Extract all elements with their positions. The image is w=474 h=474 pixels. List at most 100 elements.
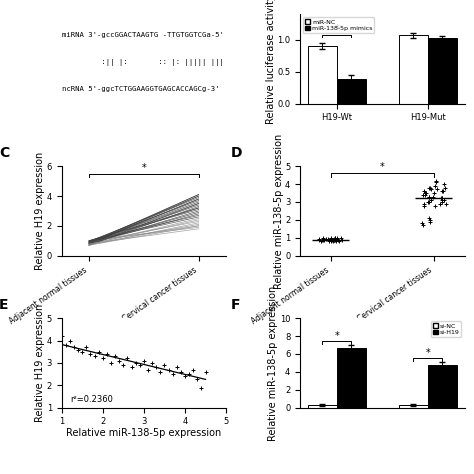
Point [324,235,332,242]
Point [438,198,446,206]
Point [424,198,431,206]
Text: r²=0.2360: r²=0.2360 [70,395,113,404]
Point [430,189,438,197]
Point [115,357,123,365]
Text: *: * [334,24,339,34]
Bar [337,79,366,104]
Text: *: * [141,163,146,173]
Point [422,189,430,197]
Point [136,361,144,369]
Point [140,357,147,365]
Point [438,195,446,202]
Text: *: * [426,347,430,357]
Point [440,196,447,204]
Point [425,193,432,201]
Point [432,177,440,184]
Legend: si-NC, si-H19: si-NC, si-H19 [431,321,461,337]
Point [74,346,82,353]
Point [181,373,189,380]
Point [95,348,102,356]
Text: :|| |:       :: |: ||||| |||: :|| |: :: |: ||||| ||| [62,59,224,66]
Point [333,234,341,242]
Point [427,186,435,193]
Point [419,219,426,227]
Point [426,184,434,191]
Point [420,200,428,208]
Point [419,221,427,229]
Point [330,236,337,243]
Point [156,368,164,376]
Y-axis label: Relative miR-138-5p expression: Relative miR-138-5p expression [268,285,278,440]
Point [78,348,86,356]
Text: miRNA 3'-gccGGACTAAGTG -TTGTGGTCGa-5': miRNA 3'-gccGGACTAAGTG -TTGTGGTCGa-5' [62,32,224,38]
Point [152,364,160,371]
Point [427,196,435,204]
Point [132,359,139,367]
Point [144,366,152,374]
Point [319,234,327,242]
Point [431,182,438,190]
X-axis label: Relative miR-138-5p expression: Relative miR-138-5p expression [66,428,221,438]
Point [337,234,345,242]
Point [433,186,441,193]
Y-axis label: Relative H19 expression: Relative H19 expression [35,304,45,422]
Point [420,202,428,210]
Point [315,237,323,244]
Point [442,200,449,208]
Point [119,361,127,369]
Point [103,350,110,358]
Point [330,237,337,244]
Text: D: D [231,146,243,160]
Point [177,368,185,376]
Point [148,359,156,367]
Point [193,375,201,383]
Point [441,184,448,191]
Point [124,355,131,362]
Point [425,214,433,222]
Point [128,364,135,371]
Point [318,237,326,244]
Point [330,235,338,242]
Point [432,179,440,186]
Point [426,184,433,191]
Point [107,359,115,367]
Point [198,384,205,392]
Point [426,198,433,206]
Point [431,202,438,210]
Y-axis label: Relative miR-138-5p expression: Relative miR-138-5p expression [273,133,283,289]
Point [438,195,445,202]
Point [439,196,447,204]
Point [335,237,342,245]
Text: C: C [0,146,9,160]
Point [438,195,446,202]
Point [329,237,337,245]
Point [440,180,447,188]
Bar [399,405,428,408]
Point [165,366,173,374]
Point [111,353,119,360]
Point [319,237,327,244]
Text: *: * [334,330,339,341]
Point [334,236,341,243]
Point [427,216,434,224]
Y-axis label: Relative H19 expression: Relative H19 expression [35,152,45,270]
Point [202,368,210,376]
Point [317,237,325,245]
Bar [428,365,457,408]
Point [322,235,329,242]
Bar [308,405,337,408]
Point [185,370,193,378]
Point [70,344,78,351]
Text: *: * [380,163,385,173]
Point [169,370,176,378]
Point [82,344,90,351]
Point [87,350,94,358]
Point [328,234,335,242]
Point [320,236,328,243]
Point [436,200,444,208]
Point [425,193,433,201]
Point [426,218,433,226]
Point [315,235,322,242]
Y-axis label: Relative luciferase activity: Relative luciferase activity [266,0,276,124]
Bar [428,38,457,104]
